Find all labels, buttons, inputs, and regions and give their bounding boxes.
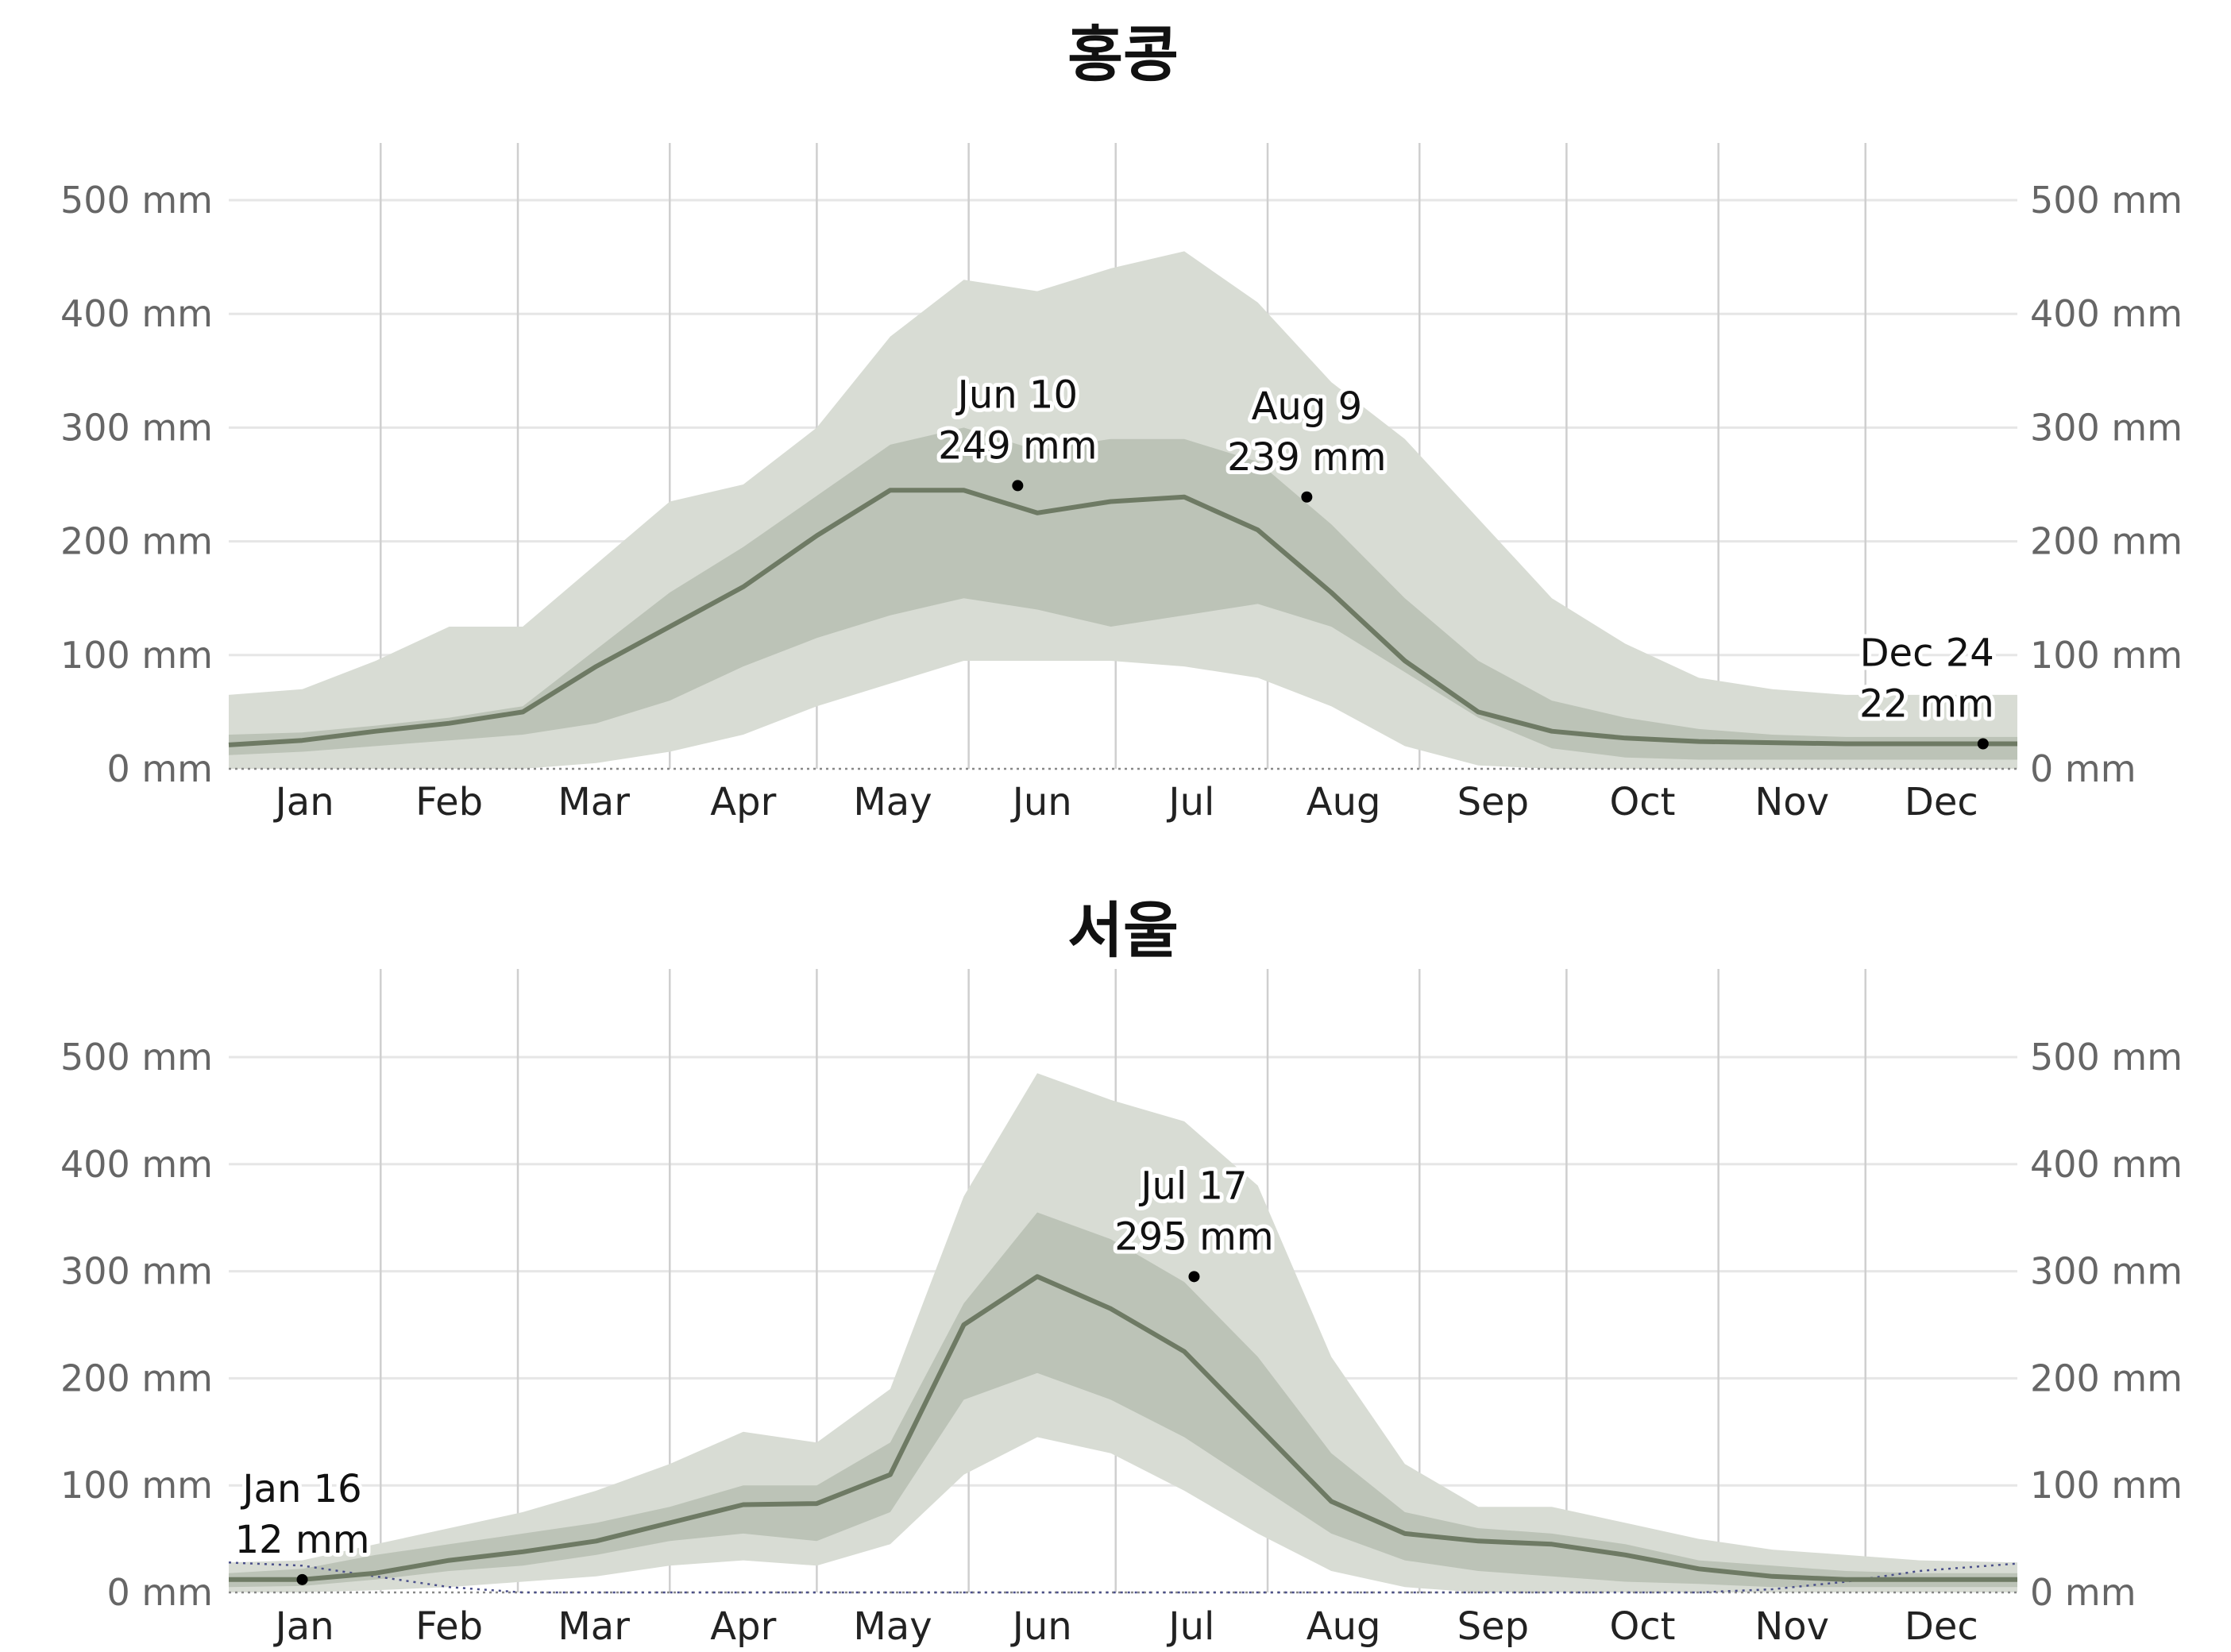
annotation-point: [1188, 1271, 1200, 1283]
y-tick-label-left: 0 mm: [106, 1571, 213, 1614]
x-tick-label-dec: Dec: [1905, 1604, 1978, 1649]
annotation-point: [1977, 738, 1989, 750]
x-tick-label-jul: Jul: [1166, 1604, 1214, 1649]
x-tick-label-may: May: [853, 780, 932, 824]
annotation-value: 22 mm: [1859, 681, 1994, 726]
annotation-date: Jun 10: [955, 372, 1078, 417]
y-tick-label-left: 500 mm: [60, 179, 213, 222]
x-tick-label-aug: Aug: [1307, 1604, 1381, 1649]
y-tick-label-left: 300 mm: [60, 1250, 213, 1293]
x-tick-label-aug: Aug: [1307, 780, 1381, 824]
y-tick-label-right: 100 mm: [2030, 634, 2183, 677]
annotation-point: [296, 1573, 308, 1585]
x-tick-label-jul: Jul: [1166, 780, 1214, 824]
y-tick-label-left: 400 mm: [60, 292, 213, 335]
y-tick-label-right: 400 mm: [2030, 1143, 2183, 1186]
annotation-value: 249 mm: [938, 423, 1097, 468]
x-tick-label-sep: Sep: [1457, 780, 1529, 824]
annotation-date: Dec 24: [1860, 631, 1994, 675]
y-tick-label-right: 500 mm: [2030, 1036, 2183, 1079]
x-tick-label-apr: Apr: [710, 1604, 776, 1649]
y-tick-label-right: 300 mm: [2030, 406, 2183, 449]
annotation-value: 12 mm: [235, 1518, 370, 1562]
x-tick-label-may: May: [853, 1604, 932, 1649]
y-tick-label-right: 100 mm: [2030, 1464, 2183, 1507]
x-tick-label-oct: Oct: [1610, 780, 1676, 824]
x-tick-label-jan: Jan: [273, 1604, 334, 1649]
annotation-date: Aug 9: [1252, 384, 1363, 429]
median-line: [228, 488, 2017, 747]
y-tick-label-right: 400 mm: [2030, 292, 2183, 335]
y-tick-label-right: 0 mm: [2030, 747, 2136, 790]
y-tick-label-left: 200 mm: [60, 1357, 213, 1399]
band-25-75: [229, 1212, 2017, 1588]
x-tick-label-jun: Jun: [1010, 780, 1072, 824]
y-tick-label-left: 400 mm: [60, 1143, 213, 1186]
y-tick-label-left: 100 mm: [60, 634, 213, 677]
y-tick-label-right: 300 mm: [2030, 1250, 2183, 1293]
y-tick-label-right: 200 mm: [2030, 520, 2183, 563]
x-tick-label-jan: Jan: [273, 780, 334, 824]
x-tick-label-nov: Nov: [1754, 780, 1829, 824]
chart-panel-1: 홍콩 0 mm 0 mm 100 mm 100 mm 200 mm 200 mm 300 mm…: [60, 19, 2183, 824]
chart-title: 홍콩: [1067, 19, 1179, 90]
y-tick-label-left: 300 mm: [60, 406, 213, 449]
x-tick-label-feb: Feb: [415, 780, 483, 824]
x-tick-label-mar: Mar: [558, 780, 630, 824]
x-tick-label-mar: Mar: [558, 1604, 630, 1649]
x-tick-label-apr: Apr: [710, 780, 776, 824]
band-25-75: [229, 427, 2017, 760]
annotation-date: Jan 16: [240, 1467, 361, 1511]
y-tick-label-left: 500 mm: [60, 1036, 213, 1079]
x-tick-label-oct: Oct: [1610, 1604, 1676, 1649]
chart-panel-2: 서울 0 mm 0 mm 100 mm 100 mm 200 mm 200 mm 300 mm…: [60, 895, 2183, 1649]
x-tick-label-feb: Feb: [415, 1604, 483, 1649]
x-tick-label-jun: Jun: [1010, 1604, 1072, 1649]
x-tick-label-nov: Nov: [1754, 1604, 1829, 1649]
annotation-point: [1012, 480, 1024, 492]
y-tick-label-right: 200 mm: [2030, 1357, 2183, 1399]
y-tick-label-left: 0 mm: [106, 747, 213, 790]
annotation-point: [1301, 491, 1313, 503]
x-tick-label-dec: Dec: [1905, 780, 1978, 824]
y-tick-label-left: 100 mm: [60, 1464, 213, 1507]
y-tick-label-left: 200 mm: [60, 520, 213, 563]
y-tick-label-right: 0 mm: [2030, 1571, 2136, 1614]
median-line: [229, 1274, 2017, 1582]
y-tick-label-right: 500 mm: [2030, 179, 2183, 222]
annotation-value: 239 mm: [1227, 435, 1386, 480]
annotation-value: 295 mm: [1114, 1214, 1273, 1259]
annotation-date: Jul 17: [1138, 1164, 1247, 1208]
chart-title: 서울: [1067, 895, 1179, 966]
x-tick-label-sep: Sep: [1457, 1604, 1529, 1649]
